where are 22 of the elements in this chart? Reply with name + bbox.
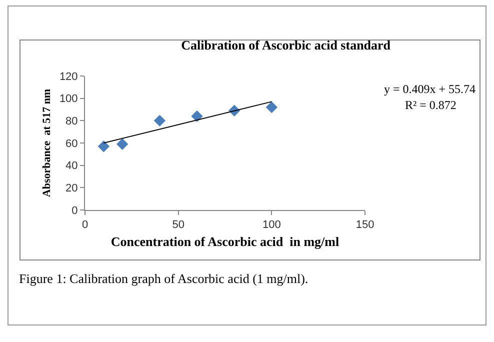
x-tick-label: 100 [262,219,281,232]
y-tick-label: 20 [66,182,78,195]
text: R² = 0.872 [405,98,456,112]
point [154,114,166,127]
y-tick-label: 100 [59,93,78,106]
y-axis-title: Absorbance at 517 nm [41,88,54,198]
x-axis-title: Concentration of Ascorbic acid in mg/ml [110,234,340,249]
y-tick-label: 80 [66,116,78,128]
y-tick-label: 0 [72,204,78,217]
point [98,140,110,152]
y-tick-label: 40 [66,160,78,172]
x-tick-label: 0 [82,219,88,232]
point [116,138,128,150]
y-tick-label: 60 [66,138,78,150]
caption: Figure 1: Calibration graph of Ascorbic acid (1 mg/ml). [19,271,308,286]
chart-title: Calibration of Ascorbic acid standard [181,38,392,53]
point [191,110,203,122]
text: y = 0.409x + 55.74 [384,82,476,96]
x-tick-label: 150 [356,219,374,232]
x-tick-label: 50 [172,219,184,232]
point [266,101,278,114]
y-tick-label: 120 [59,70,78,83]
